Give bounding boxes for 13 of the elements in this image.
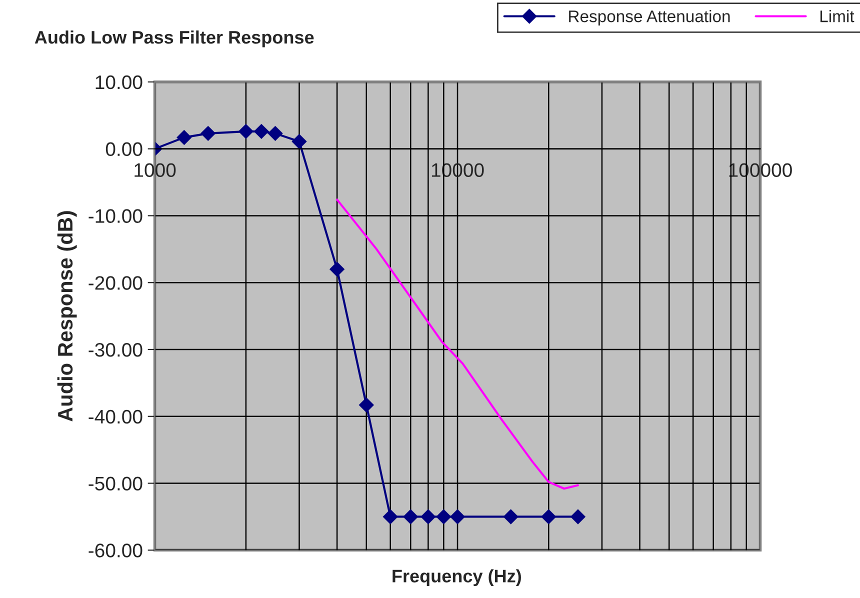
y-tick-label: -20.00 — [88, 276, 142, 290]
chart-title: Audio Low Pass Filter Response — [34, 30, 314, 48]
y-axis-title: Audio Response (dB) — [57, 211, 77, 422]
x-axis-title: Frequency (Hz) — [392, 569, 521, 586]
legend-label: Limit — [820, 10, 854, 22]
y-tick-label: -30.00 — [88, 342, 142, 357]
y-tick-label: -50.00 — [88, 476, 142, 491]
y-tick-label: 0.00 — [106, 142, 142, 156]
y-tick-label: -60.00 — [88, 544, 142, 558]
legend-label: Response Attenuation — [569, 10, 730, 26]
y-tick-label: 10.00 — [96, 75, 142, 90]
y-tick-label: -40.00 — [88, 410, 142, 424]
y-tick-label: -10.00 — [88, 209, 142, 223]
